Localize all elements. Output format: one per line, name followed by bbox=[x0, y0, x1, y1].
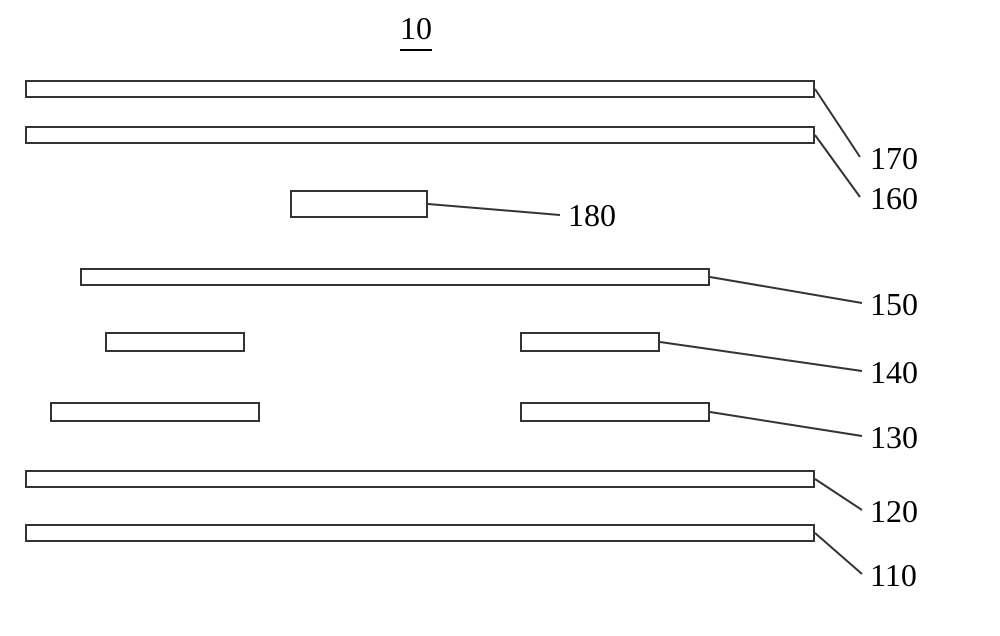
leader-140 bbox=[660, 342, 862, 371]
label-110: 110 bbox=[870, 557, 917, 594]
label-170: 170 bbox=[870, 140, 918, 177]
label-130: 130 bbox=[870, 419, 918, 456]
bar-120 bbox=[25, 470, 815, 488]
label-180: 180 bbox=[568, 197, 616, 234]
label-150: 150 bbox=[870, 286, 918, 323]
diagram-canvas: 10 170160180150140130120110 bbox=[0, 0, 1000, 636]
label-140: 140 bbox=[870, 354, 918, 391]
leader-150 bbox=[710, 277, 862, 303]
leader-120 bbox=[815, 479, 862, 510]
bar-170 bbox=[25, 80, 815, 98]
label-160: 160 bbox=[870, 180, 918, 217]
label-120: 120 bbox=[870, 493, 918, 530]
bar-140-right bbox=[520, 332, 660, 352]
bar-140-left bbox=[105, 332, 245, 352]
bar-160 bbox=[25, 126, 815, 144]
bar-110 bbox=[25, 524, 815, 542]
leader-180 bbox=[428, 204, 560, 215]
bar-150 bbox=[80, 268, 710, 286]
bar-130-left bbox=[50, 402, 260, 422]
leader-110 bbox=[815, 533, 862, 574]
leader-170 bbox=[815, 89, 860, 157]
bar-180 bbox=[290, 190, 428, 218]
leader-130 bbox=[710, 412, 862, 436]
leader-160 bbox=[815, 135, 860, 197]
bar-130-right bbox=[520, 402, 710, 422]
